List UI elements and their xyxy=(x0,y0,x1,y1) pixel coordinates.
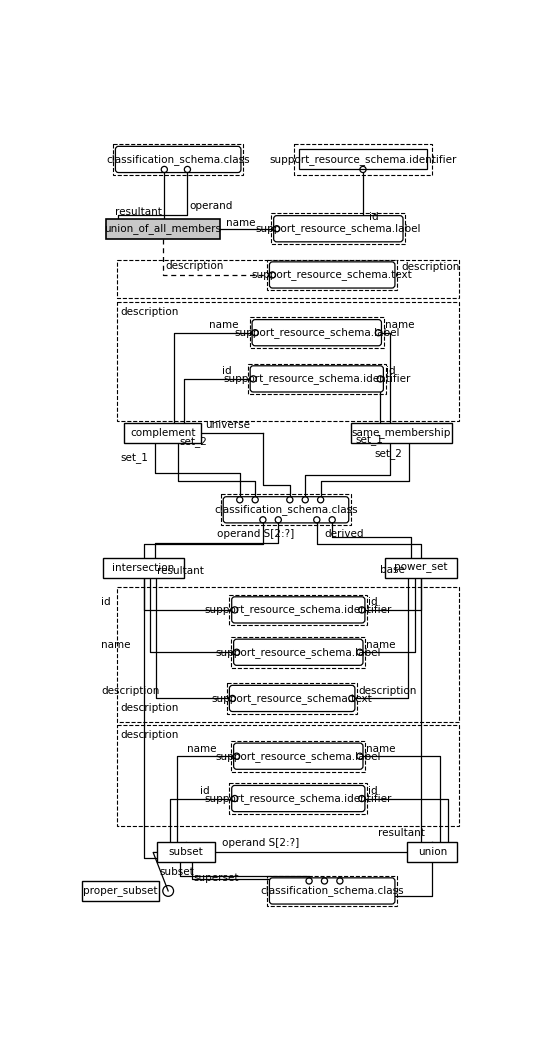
FancyBboxPatch shape xyxy=(269,262,395,288)
FancyBboxPatch shape xyxy=(269,878,395,904)
Bar xyxy=(231,636,365,668)
FancyBboxPatch shape xyxy=(252,319,381,345)
Text: support_resource_schema.identifier: support_resource_schema.identifier xyxy=(223,373,411,385)
Bar xyxy=(272,213,405,244)
Bar xyxy=(116,587,459,722)
Bar xyxy=(230,595,367,625)
Bar xyxy=(294,145,432,175)
Text: name: name xyxy=(187,744,216,754)
Bar xyxy=(227,683,357,713)
Text: resultant: resultant xyxy=(115,207,162,216)
Bar xyxy=(267,876,397,906)
Text: support_resource_schema.text: support_resource_schema.text xyxy=(252,269,412,281)
Text: operand S[2:?]: operand S[2:?] xyxy=(217,528,294,539)
Bar xyxy=(116,302,459,421)
Text: description: description xyxy=(120,703,179,713)
Text: description: description xyxy=(101,685,160,696)
Bar xyxy=(106,218,220,239)
FancyBboxPatch shape xyxy=(223,497,349,523)
Bar xyxy=(385,557,457,577)
Bar xyxy=(116,726,459,826)
Text: proper_subset: proper_subset xyxy=(83,885,158,896)
Text: union: union xyxy=(418,848,447,857)
Text: same_membership: same_membership xyxy=(352,427,451,438)
Bar xyxy=(82,881,159,901)
Bar xyxy=(248,364,386,394)
Text: classification_schema.class: classification_schema.class xyxy=(107,154,250,165)
Text: id: id xyxy=(200,786,210,796)
Text: support_resource_schema.identifier: support_resource_schema.identifier xyxy=(205,604,392,616)
Text: power_set: power_set xyxy=(394,563,448,573)
Text: subset: subset xyxy=(159,866,194,877)
Bar xyxy=(230,783,367,814)
FancyBboxPatch shape xyxy=(232,785,365,811)
Text: base: base xyxy=(380,565,405,575)
Text: intersection: intersection xyxy=(113,563,174,573)
Text: support_resource_schema.label: support_resource_schema.label xyxy=(215,751,381,761)
Text: derived: derived xyxy=(325,528,364,539)
Bar xyxy=(407,842,457,862)
Text: support_resource_schema.identifier: support_resource_schema.identifier xyxy=(269,154,457,165)
FancyBboxPatch shape xyxy=(250,366,384,392)
Bar xyxy=(267,260,397,290)
FancyBboxPatch shape xyxy=(274,215,403,242)
Text: id: id xyxy=(369,212,379,223)
Text: name: name xyxy=(366,640,396,650)
Bar xyxy=(124,423,201,443)
Text: set_2: set_2 xyxy=(180,437,208,447)
Bar xyxy=(299,150,427,170)
FancyBboxPatch shape xyxy=(115,147,241,173)
FancyBboxPatch shape xyxy=(230,685,355,711)
Text: description: description xyxy=(401,262,459,272)
Text: id: id xyxy=(368,597,378,607)
FancyBboxPatch shape xyxy=(232,597,365,623)
Text: description: description xyxy=(166,261,224,270)
Bar xyxy=(221,494,351,525)
Text: description: description xyxy=(120,730,179,740)
Text: support_resource_schema.label: support_resource_schema.label xyxy=(234,328,400,338)
Text: id: id xyxy=(101,597,111,607)
Text: description: description xyxy=(120,307,179,317)
Text: id: id xyxy=(222,366,232,376)
Bar xyxy=(103,557,184,577)
Text: classification_schema.class: classification_schema.class xyxy=(261,885,404,896)
Text: classification_schema.class: classification_schema.class xyxy=(214,504,358,515)
Text: name: name xyxy=(226,217,256,228)
Text: complement: complement xyxy=(130,427,195,438)
Text: id: id xyxy=(368,786,378,796)
FancyBboxPatch shape xyxy=(233,640,363,666)
Text: name: name xyxy=(385,320,414,330)
Text: support_resource_schema.label: support_resource_schema.label xyxy=(215,647,381,657)
Bar xyxy=(352,423,452,443)
Bar xyxy=(113,145,243,175)
Text: name: name xyxy=(366,744,396,754)
FancyBboxPatch shape xyxy=(233,744,363,770)
Text: universe: universe xyxy=(205,420,250,431)
Text: set_1: set_1 xyxy=(120,452,148,463)
Text: operand: operand xyxy=(189,201,232,211)
Text: resultant: resultant xyxy=(378,828,424,838)
Text: resultant: resultant xyxy=(157,567,204,576)
Text: set_2: set_2 xyxy=(374,448,402,459)
Text: support_resource_schema.label: support_resource_schema.label xyxy=(256,224,421,234)
Text: support_resource_schema.text: support_resource_schema.text xyxy=(212,693,373,704)
Text: operand S[2:?]: operand S[2:?] xyxy=(222,838,300,849)
Text: union_of_all_members: union_of_all_members xyxy=(104,224,221,234)
Text: id: id xyxy=(386,366,396,376)
Text: support_resource_schema.identifier: support_resource_schema.identifier xyxy=(205,794,392,804)
Bar xyxy=(231,740,365,772)
Text: name: name xyxy=(101,640,131,650)
Text: superset: superset xyxy=(194,873,239,883)
Text: name: name xyxy=(209,320,238,330)
Text: description: description xyxy=(358,685,416,696)
Bar xyxy=(250,317,384,348)
Text: subset: subset xyxy=(168,848,203,857)
Text: set_1: set_1 xyxy=(355,435,383,445)
Bar xyxy=(116,260,459,298)
Bar xyxy=(157,842,215,862)
